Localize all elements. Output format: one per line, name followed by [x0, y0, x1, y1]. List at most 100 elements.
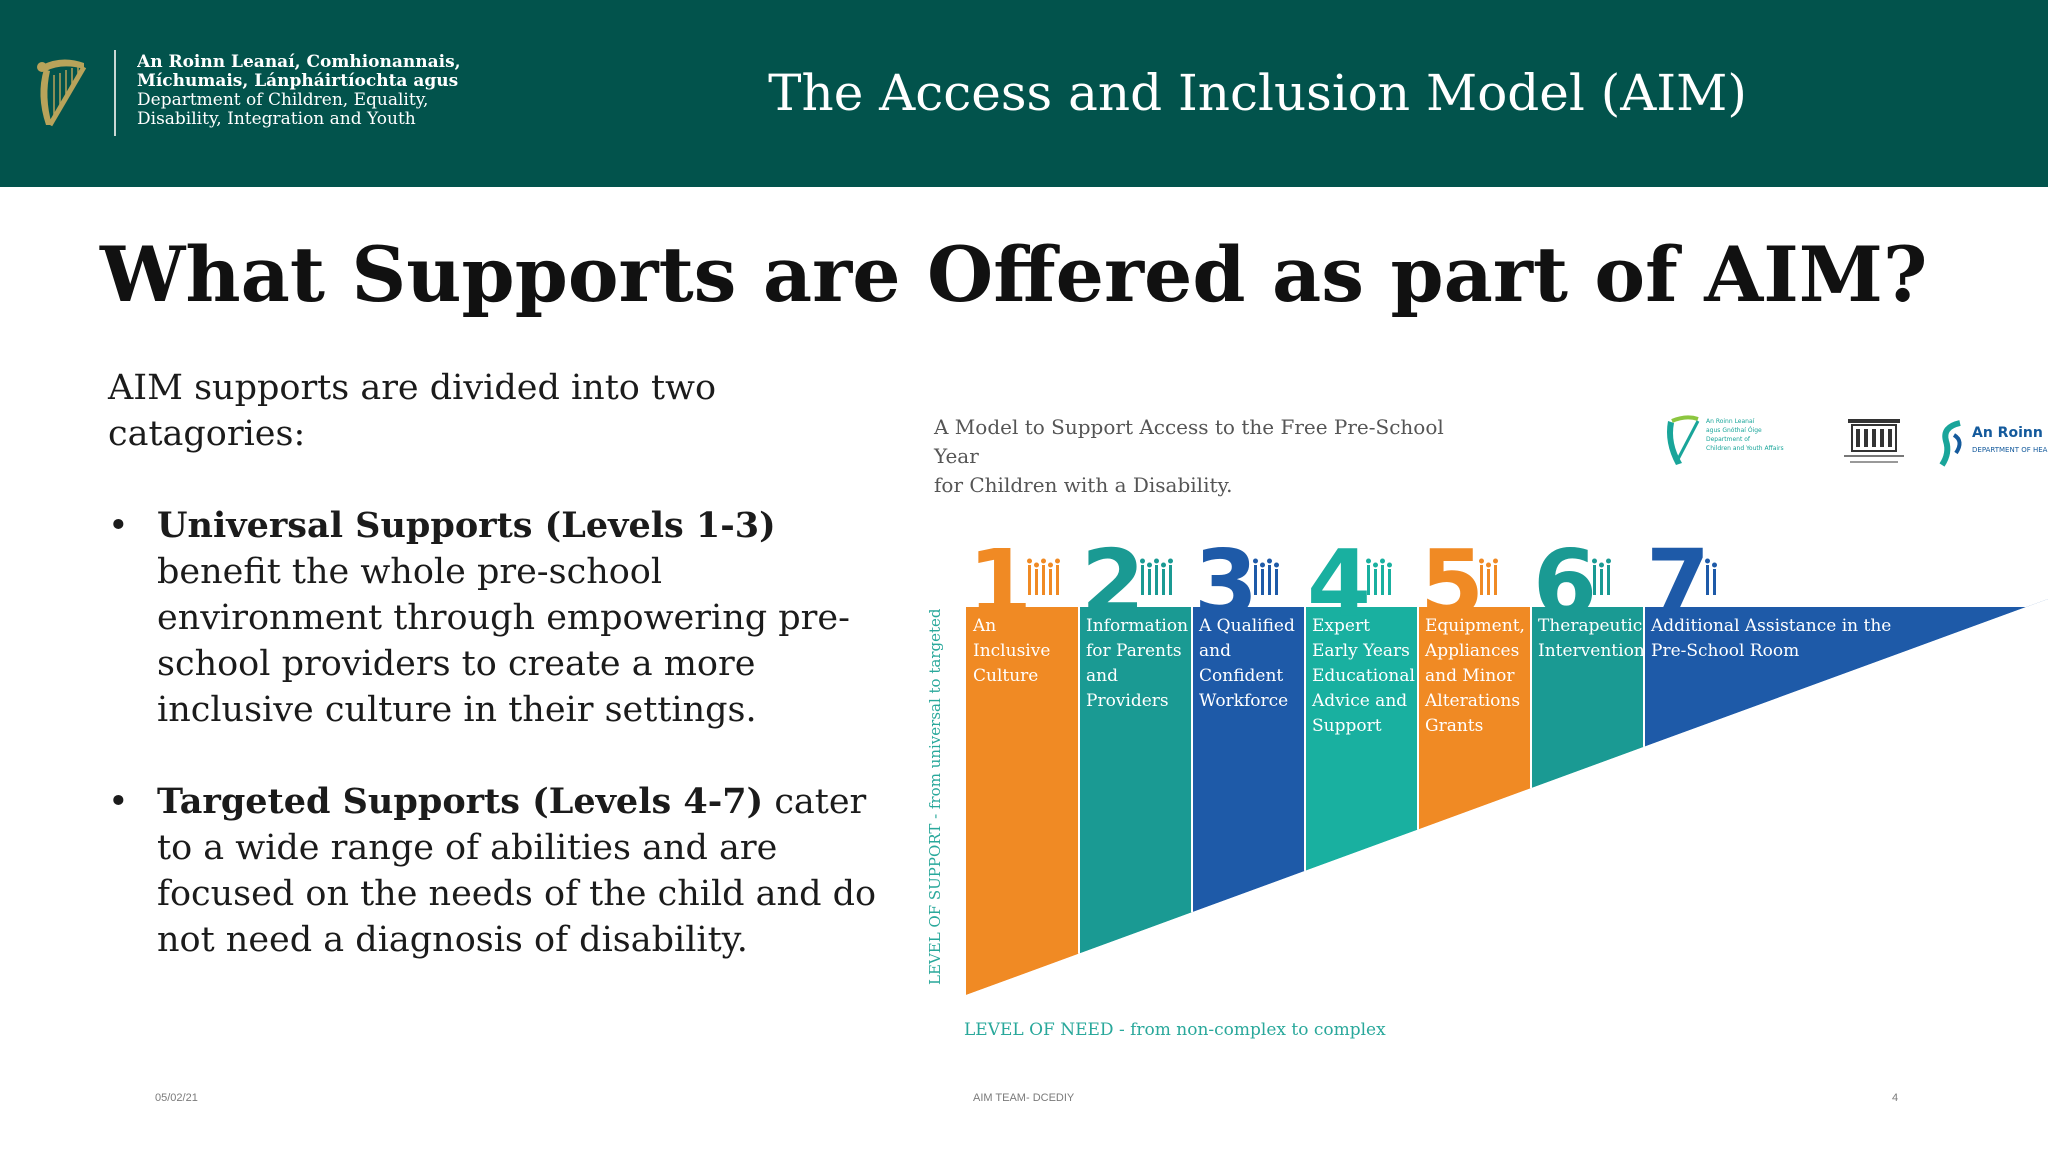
people-figure-icon	[1028, 565, 1031, 595]
slide-title: What Supports are Offered as part of AIM…	[100, 230, 1928, 319]
level-4-label: Educational	[1312, 666, 1415, 686]
department-line-2: Míchumais, Lánpháirtíochta agus	[137, 71, 459, 91]
level-5-label: and Minor	[1425, 666, 1515, 686]
y-axis-label: LEVEL OF SUPPORT - from universal to tar…	[926, 608, 944, 985]
health-logo-title: An Roinn Sláinte	[1972, 425, 2048, 441]
people-figure-icon	[1254, 565, 1257, 595]
bullet-icon: •	[108, 782, 129, 822]
department-name: An Roinn Leanaí, Comhionannais, Míchumai…	[137, 53, 477, 129]
people-figure-icon	[1049, 569, 1052, 595]
aim-model-figure: A Model to Support Access to the Free Pr…	[900, 385, 2048, 1065]
level-2-label: Information	[1086, 616, 1188, 636]
people-figure-icon	[1141, 565, 1144, 595]
bullet-icon: •	[108, 506, 129, 546]
figure-caption-line-1: A Model to Support Access to the Free Pr…	[934, 415, 1444, 468]
level-4-block	[1305, 607, 1418, 871]
people-figure-icon	[1267, 558, 1272, 564]
bullet-universal: • Universal Supports (Levels 1-3) benefit…	[108, 503, 883, 733]
header-divider	[114, 50, 116, 136]
people-figure-icon	[1056, 565, 1059, 595]
level-4-label: Support	[1312, 716, 1382, 736]
level-5-label: Alterations	[1424, 691, 1520, 711]
body-text: AIM supports are divided into two catago…	[108, 365, 883, 1009]
people-figure-icon	[1169, 565, 1172, 595]
level-2-block	[1079, 607, 1192, 954]
people-figure-icon	[1713, 569, 1716, 595]
header-bar: An Roinn Leanaí, Comhionannais, Míchumai…	[0, 0, 2048, 187]
level-5-label: Equipment,	[1425, 616, 1525, 636]
level-5-label: Grants	[1425, 716, 1483, 736]
people-figure-icon	[1366, 558, 1371, 564]
level-4-label: Early Years	[1312, 641, 1410, 661]
level-1-label: An	[972, 616, 996, 636]
people-figure-icon	[1274, 562, 1279, 568]
level-4-label: Expert	[1312, 616, 1370, 636]
dcya-logo-text: An Roinn Leanaí agus Gnóthaí Óige Depart…	[1706, 418, 1784, 452]
people-figure-icon	[1706, 565, 1709, 595]
people-figure-icon	[1380, 558, 1385, 564]
people-figure-icon	[1479, 558, 1484, 564]
bullet-targeted-text: cater to a wide range of abilities and a…	[157, 782, 877, 960]
health-swirl-icon	[1939, 420, 1962, 467]
dcya-logo: An Roinn Leanaí agus Gnóthaí Óige Depart…	[1660, 413, 1820, 473]
level-1-label: Inclusive	[973, 641, 1050, 661]
people-figure-icon	[1493, 558, 1498, 564]
intro-paragraph: AIM supports are divided into two catago…	[108, 368, 717, 454]
level-1-block	[966, 607, 1079, 995]
building-icon	[1844, 419, 1904, 463]
people-figure-icon	[1155, 565, 1158, 595]
people-figure-icon	[1253, 558, 1258, 564]
people-figure-icon	[1168, 558, 1173, 564]
bullet-targeted-heading: Targeted Supports (Levels 4-7)	[157, 781, 764, 822]
level-3-number: 3	[1194, 530, 1258, 637]
level-3-label: Workforce	[1199, 691, 1288, 711]
level-3-label: Confident	[1199, 666, 1283, 686]
level-2-label: and	[1086, 666, 1118, 686]
people-figure-icon	[1374, 569, 1377, 595]
people-figure-icon	[1162, 569, 1165, 595]
people-figure-icon	[1593, 565, 1596, 595]
footer-date: 05/02/21	[155, 1092, 198, 1104]
harp-logo-icon	[1667, 415, 1700, 465]
people-figure-icon	[1041, 558, 1046, 564]
department-line-1: An Roinn Leanaí, Comhionannais,	[137, 53, 461, 72]
people-figure-icon	[1154, 558, 1159, 564]
level-2-label: Providers	[1086, 691, 1169, 711]
staircase-chart: 1 An Inclusive Culture 2 Information for Paren…	[900, 505, 2048, 1040]
people-figure-icon	[1275, 569, 1278, 595]
level-1-label: Culture	[973, 666, 1038, 686]
people-figure-icon	[1055, 558, 1060, 564]
level-5-label: Appliances	[1424, 641, 1519, 661]
figure-caption-line-2: for Children with a Disability.	[934, 473, 1233, 497]
people-figure-icon	[1373, 562, 1378, 568]
department-line-4: Disability, Integration and Youth	[137, 109, 416, 129]
footer-center-text: AIM TEAM- DCEDIY	[973, 1092, 1075, 1104]
people-figure-icon	[1705, 558, 1710, 564]
level-2-label: for Parents	[1086, 641, 1182, 661]
people-figure-icon	[1592, 558, 1597, 564]
people-figure-icon	[1388, 569, 1391, 595]
department-line-3: Department of Children, Equality,	[137, 90, 429, 110]
people-figure-icon	[1480, 565, 1483, 595]
people-figure-icon	[1387, 562, 1392, 568]
people-figure-icon	[1381, 565, 1384, 595]
level-7-number: 7	[1646, 530, 1710, 637]
people-figure-icon	[1712, 562, 1717, 568]
partner-logos: An Roinn Leanaí agus Gnóthaí Óige Depart…	[1660, 413, 2048, 473]
people-figure-icon	[1606, 558, 1611, 564]
level-3-label: and	[1199, 641, 1231, 661]
level-6-label: Therapeutic	[1538, 616, 1642, 636]
people-figure-icon	[1486, 562, 1491, 568]
people-figure-icon	[1042, 565, 1045, 595]
level-3-label: A Qualified	[1198, 616, 1295, 636]
people-figure-icon	[1600, 569, 1603, 595]
level-6-block	[1531, 607, 1644, 789]
bullet-universal-heading: Universal Supports (Levels 1-3)	[157, 505, 776, 546]
level-6-label: Intervention	[1538, 641, 1645, 661]
level-1-number: 1	[968, 530, 1032, 637]
level-4-number: 4	[1307, 530, 1371, 637]
building-logo	[1838, 413, 1910, 473]
people-figure-icon	[1367, 565, 1370, 595]
level-7-label: Additional Assistance in the	[1650, 616, 1891, 636]
